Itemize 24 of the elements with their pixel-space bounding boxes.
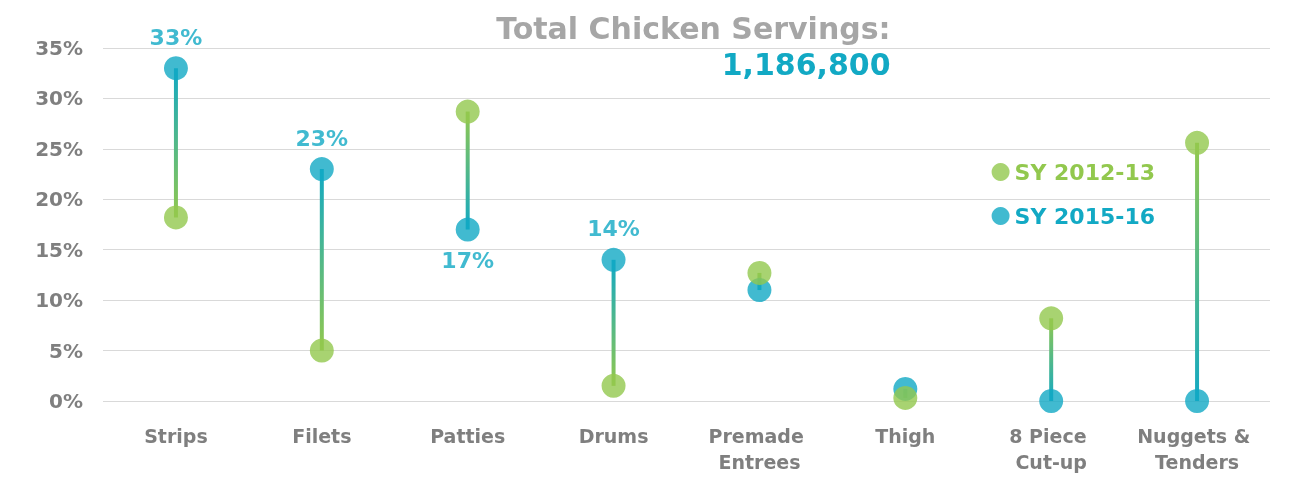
x-tick-label: Filets bbox=[292, 425, 352, 447]
legend-label: SY 2015-16 bbox=[1014, 203, 1156, 229]
legend-label: SY 2012-13 bbox=[1014, 159, 1156, 185]
y-tick-label: 25% bbox=[35, 136, 83, 161]
y-tick-label: 35% bbox=[35, 36, 83, 60]
y-tick-label: 15% bbox=[35, 237, 83, 262]
data-label: 17% bbox=[441, 248, 495, 274]
chart-title: Total Chicken Servings: bbox=[496, 10, 891, 46]
data-label: 33% bbox=[149, 24, 203, 50]
x-tick-label: 8 Piece Cut-up bbox=[1009, 425, 1094, 473]
x-tick-label: Nuggets & Tenders bbox=[1137, 425, 1257, 473]
x-tick-label: Premade Entrees bbox=[708, 425, 811, 473]
data-label: 14% bbox=[587, 216, 640, 242]
chart-subtitle: 1,186,800 bbox=[721, 46, 891, 82]
y-tick-label: 30% bbox=[35, 86, 83, 111]
x-tick-label: Drums bbox=[578, 425, 649, 447]
data-label: 23% bbox=[295, 125, 349, 151]
x-tick-label: Strips bbox=[144, 425, 208, 447]
y-tick-label: 5% bbox=[49, 338, 83, 363]
y-tick-label: 10% bbox=[35, 288, 83, 313]
y-tick-label: 0% bbox=[49, 389, 83, 413]
y-tick-label: 20% bbox=[35, 187, 83, 212]
x-tick-label: Patties bbox=[430, 425, 506, 447]
x-tick-label: Thigh bbox=[875, 425, 936, 447]
